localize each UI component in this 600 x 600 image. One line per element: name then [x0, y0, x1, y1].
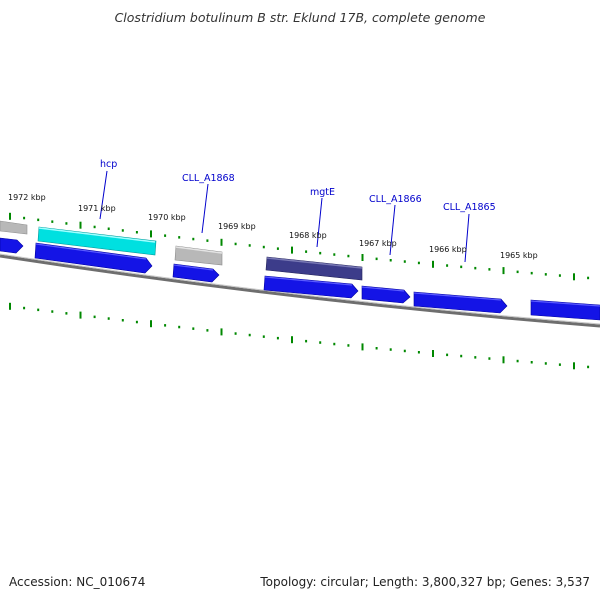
- scale-label-1967: 1967 kbp: [359, 239, 397, 248]
- scale-label-1968: 1968 kbp: [289, 231, 327, 240]
- genome-backbone: [0, 254, 600, 328]
- gene-CLL_A1865[interactable]: [413, 291, 508, 314]
- genome-summary: Topology: circular; Length: 3,800,327 bp…: [260, 575, 590, 589]
- CLL_A1868-leader: [201, 183, 209, 234]
- CLL_A1866-leader: [389, 204, 396, 256]
- gene-blue-4[interactable]: [263, 275, 359, 299]
- scale-label-1972: 1972 kbp: [8, 193, 46, 202]
- scale-label-1970: 1970 kbp: [148, 213, 186, 222]
- gene-CLL_A1866[interactable]: [361, 285, 411, 304]
- scale-label-1966: 1966 kbp: [429, 245, 467, 254]
- accession-label: Accession: NC_010674: [9, 575, 146, 589]
- gene-mgtE[interactable]: [265, 256, 363, 281]
- map-title: Clostridium botulinum B str. Eklund 17B,…: [114, 10, 486, 25]
- gene-label-CLL_A1866[interactable]: CLL_A1866: [369, 194, 422, 205]
- gene-blue-3[interactable]: [172, 263, 220, 283]
- gene-label-mgtE[interactable]: mgtE: [310, 187, 335, 198]
- hcp-leader: [99, 170, 108, 220]
- genome-backbone-highlight: [0, 253, 600, 325]
- gene-CLL_A1868[interactable]: [174, 245, 223, 266]
- scale-ticks-upper: [9, 212, 590, 281]
- scale-ticks-lower: [9, 302, 590, 370]
- scale-label-1969: 1969 kbp: [218, 222, 256, 231]
- gene-blue-2[interactable]: [34, 242, 153, 274]
- CLL_A1865-leader: [464, 213, 470, 263]
- scale-label-1965: 1965 kbp: [500, 251, 538, 260]
- gene-label-CLL_A1868[interactable]: CLL_A1868: [182, 173, 235, 184]
- gene-label-hcp[interactable]: hcp: [100, 159, 117, 170]
- mgtE-leader: [316, 197, 323, 248]
- gene-label-CLL_A1865[interactable]: CLL_A1865: [443, 202, 496, 213]
- scale-label-1971: 1971 kbp: [78, 204, 116, 213]
- gene-gray-left[interactable]: [0, 220, 28, 235]
- gene-hcp[interactable]: [37, 226, 157, 256]
- gene-blue-left[interactable]: [0, 237, 24, 254]
